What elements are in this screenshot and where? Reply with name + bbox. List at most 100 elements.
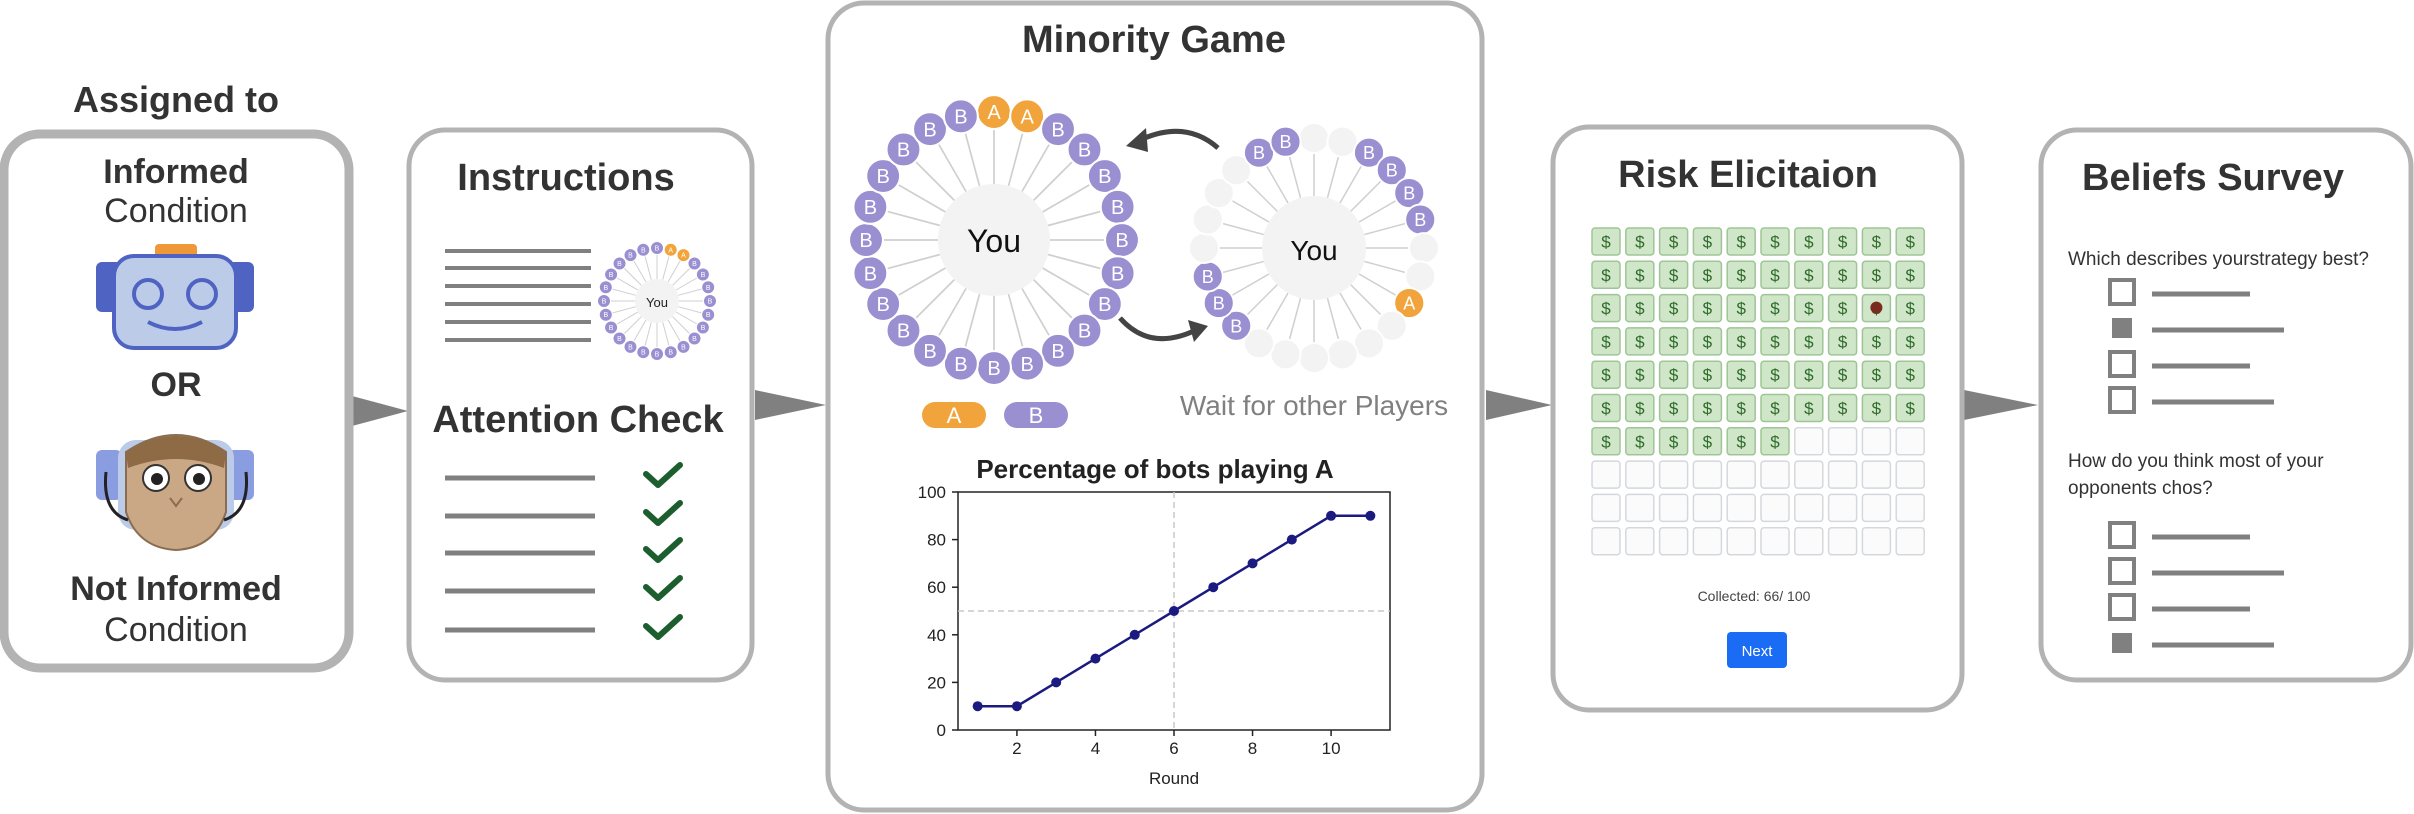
collected-box[interactable]: $ xyxy=(1692,427,1723,456)
collected-box[interactable]: $ xyxy=(1861,327,1892,356)
collected-box[interactable]: $ xyxy=(1794,260,1824,290)
collected-box[interactable]: $ xyxy=(1760,327,1790,356)
empty-box[interactable] xyxy=(1861,427,1892,456)
survey-option[interactable] xyxy=(2108,386,2274,414)
empty-box[interactable] xyxy=(1794,526,1824,556)
empty-box[interactable] xyxy=(1895,493,1925,523)
collected-box[interactable]: $ xyxy=(1658,293,1689,323)
empty-box[interactable] xyxy=(1625,460,1655,489)
empty-box[interactable] xyxy=(1726,460,1756,489)
collected-box[interactable]: $ xyxy=(1726,293,1756,323)
collected-box[interactable]: $ xyxy=(1625,393,1655,423)
collected-box[interactable]: $ xyxy=(1794,327,1824,356)
collected-box[interactable]: $ xyxy=(1827,360,1858,389)
collected-box[interactable]: $ xyxy=(1827,293,1858,323)
empty-box[interactable] xyxy=(1895,526,1925,556)
empty-box[interactable] xyxy=(1591,493,1621,523)
collected-box[interactable]: $ xyxy=(1895,327,1925,356)
empty-box[interactable] xyxy=(1591,526,1621,556)
empty-box[interactable] xyxy=(1760,493,1790,523)
collected-box[interactable]: $ xyxy=(1658,227,1689,256)
survey-option[interactable] xyxy=(2108,521,2250,549)
collected-box[interactable]: $ xyxy=(1760,293,1790,323)
collected-box[interactable]: $ xyxy=(1760,260,1790,290)
empty-box[interactable] xyxy=(1827,493,1858,523)
empty-box[interactable] xyxy=(1658,526,1689,556)
empty-box[interactable] xyxy=(1658,460,1689,489)
collected-box[interactable]: $ xyxy=(1591,427,1621,456)
survey-option[interactable] xyxy=(2112,318,2284,338)
collected-box[interactable]: $ xyxy=(1726,260,1756,290)
collected-box[interactable]: $ xyxy=(1692,393,1723,423)
empty-box[interactable] xyxy=(1692,526,1723,556)
collected-box[interactable]: $ xyxy=(1794,293,1824,323)
collected-box[interactable]: $ xyxy=(1591,260,1621,290)
collected-box[interactable]: $ xyxy=(1625,227,1655,256)
collected-box[interactable]: $ xyxy=(1760,360,1790,389)
empty-box[interactable] xyxy=(1625,526,1655,556)
collected-box[interactable]: $ xyxy=(1827,227,1858,256)
collected-box[interactable]: $ xyxy=(1658,260,1689,290)
empty-box[interactable] xyxy=(1726,493,1756,523)
collected-box[interactable]: $ xyxy=(1726,227,1756,256)
collected-box[interactable]: $ xyxy=(1861,393,1892,423)
collected-box[interactable]: $ xyxy=(1760,427,1790,456)
empty-box[interactable] xyxy=(1794,493,1824,523)
empty-box[interactable] xyxy=(1692,493,1723,523)
empty-box[interactable] xyxy=(1895,427,1925,456)
survey-option[interactable] xyxy=(2112,633,2274,653)
survey-option[interactable] xyxy=(2108,278,2250,306)
collected-box[interactable]: $ xyxy=(1692,360,1723,389)
collected-box[interactable]: $ xyxy=(1625,327,1655,356)
empty-box[interactable] xyxy=(1861,460,1892,489)
empty-box[interactable] xyxy=(1794,427,1824,456)
empty-box[interactable] xyxy=(1591,460,1621,489)
empty-box[interactable] xyxy=(1861,526,1892,556)
collected-box[interactable]: $ xyxy=(1794,360,1824,389)
empty-box[interactable] xyxy=(1760,526,1790,556)
collected-box[interactable]: $ xyxy=(1861,227,1892,256)
empty-box[interactable] xyxy=(1895,460,1925,489)
collected-box[interactable]: $ xyxy=(1625,427,1655,456)
empty-box[interactable] xyxy=(1827,427,1858,456)
collected-box[interactable]: $ xyxy=(1760,393,1790,423)
survey-option[interactable] xyxy=(2108,350,2250,378)
collected-box[interactable]: $ xyxy=(1726,360,1756,389)
collected-box[interactable]: $ xyxy=(1827,327,1858,356)
collected-box[interactable]: $ xyxy=(1625,260,1655,290)
collected-box[interactable]: $ xyxy=(1692,227,1723,256)
empty-box[interactable] xyxy=(1827,526,1858,556)
collected-box[interactable]: $ xyxy=(1658,393,1689,423)
empty-box[interactable] xyxy=(1726,526,1756,556)
survey-option[interactable] xyxy=(2108,557,2284,585)
collected-box[interactable]: $ xyxy=(1726,327,1756,356)
collected-box[interactable]: $ xyxy=(1794,227,1824,256)
collected-box[interactable]: $ xyxy=(1591,227,1621,256)
empty-box[interactable] xyxy=(1827,460,1858,489)
collected-box[interactable]: $ xyxy=(1895,293,1925,323)
collected-box[interactable]: $ xyxy=(1591,393,1621,423)
collected-box[interactable]: $ xyxy=(1726,427,1756,456)
collected-box[interactable]: $ xyxy=(1760,227,1790,256)
collected-box[interactable]: $ xyxy=(1692,327,1723,356)
empty-box[interactable] xyxy=(1692,460,1723,489)
collected-box[interactable]: $ xyxy=(1895,393,1925,423)
collected-box[interactable]: $ xyxy=(1658,427,1689,456)
empty-box[interactable] xyxy=(1625,493,1655,523)
empty-box[interactable] xyxy=(1658,493,1689,523)
collected-box[interactable]: $ xyxy=(1591,360,1621,389)
collected-box[interactable]: $ xyxy=(1827,260,1858,290)
empty-box[interactable] xyxy=(1861,493,1892,523)
collected-box[interactable]: $ xyxy=(1794,393,1824,423)
collected-box[interactable]: $ xyxy=(1658,360,1689,389)
collected-box[interactable]: $ xyxy=(1625,293,1655,323)
collected-box[interactable]: $ xyxy=(1861,360,1892,389)
collected-box[interactable]: $ xyxy=(1692,260,1723,290)
collected-box[interactable]: $ xyxy=(1827,393,1858,423)
collected-box[interactable]: $ xyxy=(1591,293,1621,323)
collected-box[interactable]: $ xyxy=(1895,260,1925,290)
collected-box[interactable]: $ xyxy=(1895,227,1925,256)
empty-box[interactable] xyxy=(1760,460,1790,489)
collected-box[interactable]: $ xyxy=(1658,327,1689,356)
collected-box[interactable]: $ xyxy=(1591,327,1621,356)
